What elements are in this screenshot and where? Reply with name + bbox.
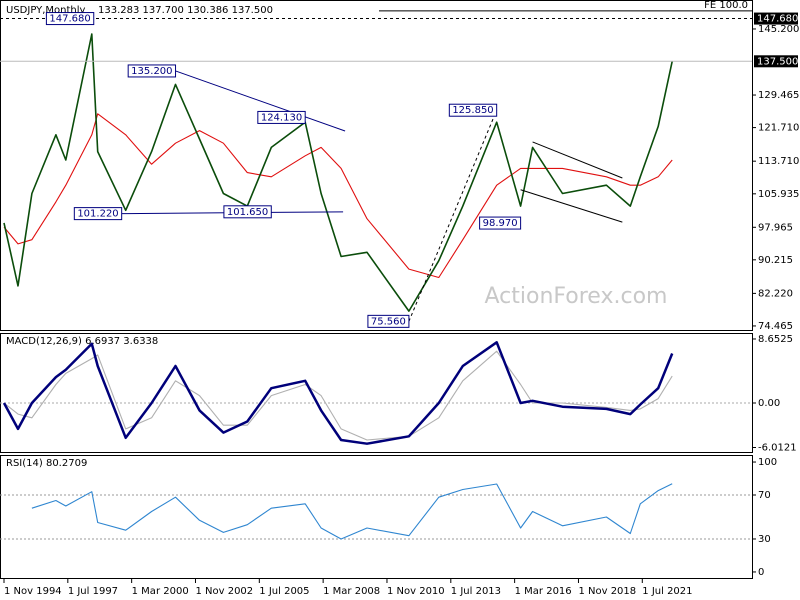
price-tag [754, 12, 798, 25]
price-panel [0, 0, 753, 331]
annotation-box [367, 314, 410, 328]
x-tick-label: 1 Nov 2018 [578, 586, 636, 597]
x-tick-label: 1 Jul 1997 [68, 586, 118, 597]
annotation-box [448, 103, 498, 117]
x-tick-label: 1 Mar 2008 [323, 586, 380, 597]
y-tick-label: 113.710 [758, 156, 799, 167]
x-tick-label: 1 Nov 1994 [4, 586, 62, 597]
y-tick-label: 90.215 [758, 255, 793, 266]
y-tick-label: 82.220 [758, 288, 793, 299]
y-tick-label: 74.465 [758, 321, 793, 332]
annotation-box [73, 207, 123, 221]
y-tick-label: 0.00 [758, 398, 780, 409]
series-line [3, 33, 673, 312]
annotation-box [127, 64, 177, 78]
annotation-label: 124.130 [261, 112, 302, 123]
x-tick-label: 1 Nov 2002 [195, 586, 253, 597]
rsi-panel [0, 455, 753, 579]
y-tick-label: 100 [758, 457, 777, 468]
y-tick-label: 105.935 [758, 189, 799, 200]
trend-line [175, 70, 346, 132]
annotation-box [479, 216, 522, 230]
annotation-box [45, 12, 95, 26]
trend-line [532, 141, 623, 179]
macd-panel [0, 333, 753, 453]
macd-title: MACD(12,26,9) 6.6937 3.6338 [6, 336, 158, 347]
y-tick-label: 30 [758, 534, 771, 545]
annotation-label: 101.220 [77, 209, 118, 220]
series-line [3, 350, 673, 441]
y-tick-label: 70 [758, 490, 771, 501]
x-tick-label: 1 Nov 2010 [387, 586, 445, 597]
y-tick-label: 145.200 [758, 24, 799, 35]
x-tick-label: 1 Jul 2013 [451, 586, 501, 597]
x-tick-label: 1 Mar 2016 [515, 586, 572, 597]
annotation-label: 135.200 [131, 66, 172, 77]
trend-line [408, 110, 498, 322]
y-tick-label: 121.710 [758, 123, 799, 134]
x-tick-label: 1 Jul 2005 [259, 586, 309, 597]
series-line [3, 113, 673, 279]
x-tick-label: 1 Jul 2021 [642, 586, 692, 597]
y-tick-label: 129.465 [758, 90, 799, 101]
y-tick-label: 97.965 [758, 222, 793, 233]
annotation-label: 101.650 [227, 207, 268, 218]
x-tick-label: 1 Mar 2000 [132, 586, 189, 597]
price-tag-label: 147.680 [757, 14, 798, 25]
price-tag [754, 55, 798, 68]
ohlc-text: 133.283 137.700 130.386 137.500 [98, 5, 273, 16]
annotation-label: 75.560 [371, 316, 406, 327]
y-tick-label: -6.0121 [758, 443, 797, 454]
y-tick-label: 8.6525 [758, 334, 793, 345]
annotation-label: 125.850 [452, 105, 493, 116]
series-line [2, 341, 674, 445]
price-tag-label: 137.500 [757, 56, 798, 67]
annotation-box [223, 205, 272, 219]
watermark: ActionForex.com [485, 284, 668, 309]
y-tick-label: 0 [758, 567, 764, 578]
annotation-label: 98.970 [483, 218, 518, 229]
fe-label: FE 100.0 [704, 0, 748, 11]
annotation-label: 147.680 [49, 14, 90, 25]
series-line [31, 483, 673, 540]
chart-title: USDJPY,Monthly [6, 5, 86, 16]
trend-line [520, 189, 623, 223]
annotation-box [257, 110, 306, 124]
rsi-title: RSI(14) 80.2709 [6, 458, 87, 469]
